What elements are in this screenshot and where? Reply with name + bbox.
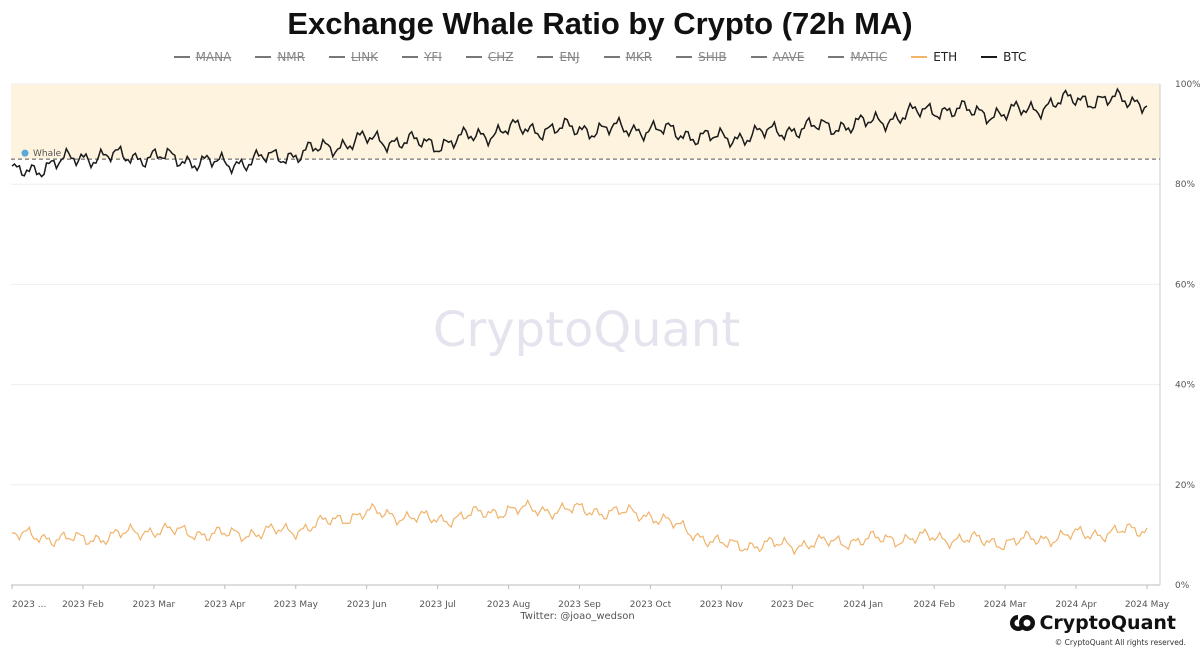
chart-title: Exchange Whale Ratio by Crypto (72h MA) <box>287 6 913 41</box>
watermark: CryptoQuant <box>433 302 741 358</box>
x-tick-label: 2023 Mar <box>133 600 176 610</box>
x-tick-label: 2023 Jun <box>347 600 387 610</box>
legend-swatch <box>603 56 620 58</box>
x-tick-label: 2023 Jul <box>419 600 456 610</box>
legend-swatch <box>328 56 345 58</box>
x-tick-label: 2023 Aug <box>487 600 530 610</box>
legend-label: MKR <box>625 50 653 64</box>
legend-item-eth[interactable]: ETH <box>911 50 957 64</box>
x-tick-label: 2024 Mar <box>984 600 1027 610</box>
y-tick-label: 0% <box>1175 581 1190 591</box>
x-tick-label: 2024 Jan <box>843 600 883 610</box>
y-tick-label: 60% <box>1175 280 1195 290</box>
x-tick-label: 2023 Dec <box>771 600 814 610</box>
legend-item-aave[interactable]: AAVE <box>750 50 805 64</box>
twitter-credit: Twitter: @joao_wedson <box>520 611 635 622</box>
legend-label: CHZ <box>487 50 514 64</box>
legend-swatch <box>465 56 482 58</box>
legend-label: AAVE <box>772 50 805 64</box>
x-tick-label: 2023 Nov <box>700 600 744 610</box>
legend-label: BTC <box>1003 50 1027 64</box>
legend-label: ETH <box>933 50 958 64</box>
y-tick-label: 40% <box>1175 381 1195 391</box>
legend-item-nmr[interactable]: NMR <box>255 50 305 64</box>
copyright: © CryptoQuant All rights reserved. <box>1054 638 1186 647</box>
legend-label: MATIC <box>850 50 888 64</box>
x-tick-label: 2023 Apr <box>204 600 246 610</box>
legend-item-link[interactable]: LINK <box>328 50 379 64</box>
x-tick-label: 2024 May <box>1125 600 1170 610</box>
legend-swatch <box>173 56 190 58</box>
legend-item-btc[interactable]: BTC <box>981 50 1026 64</box>
legend: MANA NMR LINK YFI CHZ ENJ MKR SHIB AAVE MATIC ETH B… <box>0 50 1200 64</box>
legend-item-yfi[interactable]: YFI <box>402 50 442 64</box>
legend-swatch <box>981 56 998 58</box>
legend-swatch <box>255 56 272 58</box>
legend-label: ENJ <box>559 50 580 64</box>
legend-item-chz[interactable]: CHZ <box>465 50 514 64</box>
legend-item-mkr[interactable]: MKR <box>603 50 653 64</box>
legend-label: YFI <box>424 50 442 64</box>
legend-label: LINK <box>350 50 379 64</box>
legend-item-mana[interactable]: MANA <box>173 50 232 64</box>
legend-swatch <box>402 56 419 58</box>
legend-swatch <box>828 56 845 58</box>
legend-label: SHIB <box>698 50 727 64</box>
legend-label: MANA <box>195 50 232 64</box>
legend-swatch <box>676 56 693 58</box>
x-tick-label: 2024 Apr <box>1055 600 1097 610</box>
x-tick-label: 2023 May <box>274 600 319 610</box>
legend-item-shib[interactable]: SHIB <box>676 50 727 64</box>
legend-swatch <box>911 56 928 58</box>
brand-name: CryptoQuant <box>1039 612 1176 634</box>
whale-threshold-label: Whale <box>33 149 62 159</box>
legend-swatch <box>537 56 554 58</box>
x-tick-label: 2023 Feb <box>62 600 104 610</box>
whale-icon <box>21 149 29 157</box>
x-tick-label: 2024 Feb <box>913 600 955 610</box>
whale-zone-band <box>11 84 1160 160</box>
x-tick-label: 2023 Oct <box>630 600 672 610</box>
x-tick-label: 2023 Sep <box>558 600 601 610</box>
series-line-eth <box>11 498 1148 556</box>
series-line-btc <box>11 87 1148 178</box>
y-tick-label: 20% <box>1175 481 1195 491</box>
brand-logo: CryptoQuant <box>1009 612 1176 634</box>
cryptoquant-logo-icon <box>1010 615 1036 631</box>
legend-item-enj[interactable]: ENJ <box>537 50 580 64</box>
legend-item-matic[interactable]: MATIC <box>828 50 887 64</box>
y-tick-label: 80% <box>1175 180 1195 190</box>
legend-label: NMR <box>277 50 305 64</box>
legend-swatch <box>750 56 767 58</box>
y-tick-label: 100% <box>1175 80 1200 90</box>
x-tick-label: 2023 ... <box>12 600 46 610</box>
